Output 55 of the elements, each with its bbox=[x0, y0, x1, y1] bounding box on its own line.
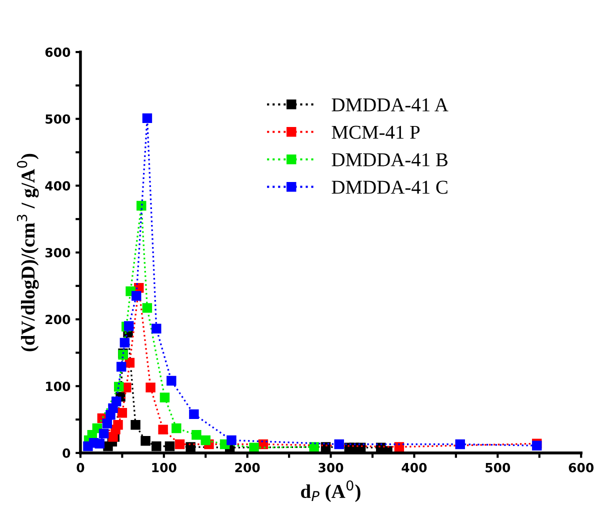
point bbox=[166, 376, 176, 386]
point bbox=[455, 439, 465, 450]
point bbox=[130, 420, 140, 430]
x-tick-label: 400 bbox=[402, 462, 427, 472]
legend-label: DMDDA-41 A bbox=[332, 98, 448, 112]
point bbox=[174, 439, 185, 450]
legend-label: DMDDA-41 C bbox=[332, 180, 448, 194]
point bbox=[124, 321, 134, 331]
point bbox=[226, 435, 236, 446]
y-tick-label: 300 bbox=[45, 248, 70, 258]
point bbox=[200, 435, 210, 446]
y-tick-label: 0 bbox=[62, 448, 70, 458]
y-tick-label: 600 bbox=[45, 48, 70, 57]
point bbox=[158, 424, 168, 434]
y-tick-label: 200 bbox=[46, 314, 70, 324]
x-tick-label: 500 bbox=[486, 462, 510, 472]
x-tick-label: 300 bbox=[318, 462, 344, 472]
point bbox=[142, 303, 152, 313]
point bbox=[334, 439, 344, 450]
point bbox=[120, 338, 130, 348]
point bbox=[152, 441, 162, 452]
x-tick-label: 100 bbox=[152, 462, 176, 472]
y-tick-label: 400 bbox=[45, 181, 70, 191]
point bbox=[140, 436, 150, 446]
x-tick-label: 0 bbox=[76, 462, 84, 472]
point bbox=[117, 408, 128, 418]
point bbox=[113, 420, 123, 430]
legend-label: MCM-41 P bbox=[332, 126, 420, 139]
y-tick-label: 100 bbox=[46, 382, 70, 392]
point bbox=[102, 418, 112, 428]
point bbox=[142, 113, 152, 124]
point bbox=[132, 291, 142, 301]
y-tick-label: 500 bbox=[46, 114, 70, 124]
point bbox=[164, 441, 175, 452]
legend-label: DMDDA-41 B bbox=[332, 153, 448, 166]
point bbox=[146, 382, 156, 392]
point bbox=[172, 423, 182, 434]
point bbox=[111, 396, 122, 406]
point bbox=[136, 200, 146, 211]
point bbox=[192, 430, 202, 440]
x-axis-title: d$_{P}$ (A$^{0}$) bbox=[301, 480, 360, 502]
point bbox=[189, 409, 199, 420]
point bbox=[114, 382, 124, 392]
y-axis-title: (dV/dlogD)/(cm$^{3}$ / g/A$^{0}$) bbox=[16, 154, 39, 352]
point bbox=[249, 442, 259, 452]
point bbox=[116, 362, 126, 372]
point bbox=[309, 442, 319, 452]
point bbox=[394, 442, 404, 452]
point bbox=[160, 392, 170, 402]
point bbox=[186, 442, 196, 452]
point bbox=[94, 438, 105, 448]
point bbox=[152, 324, 162, 334]
x-tick-label: 600 bbox=[568, 462, 594, 472]
x-tick-label: 200 bbox=[235, 462, 260, 472]
point bbox=[98, 428, 109, 438]
